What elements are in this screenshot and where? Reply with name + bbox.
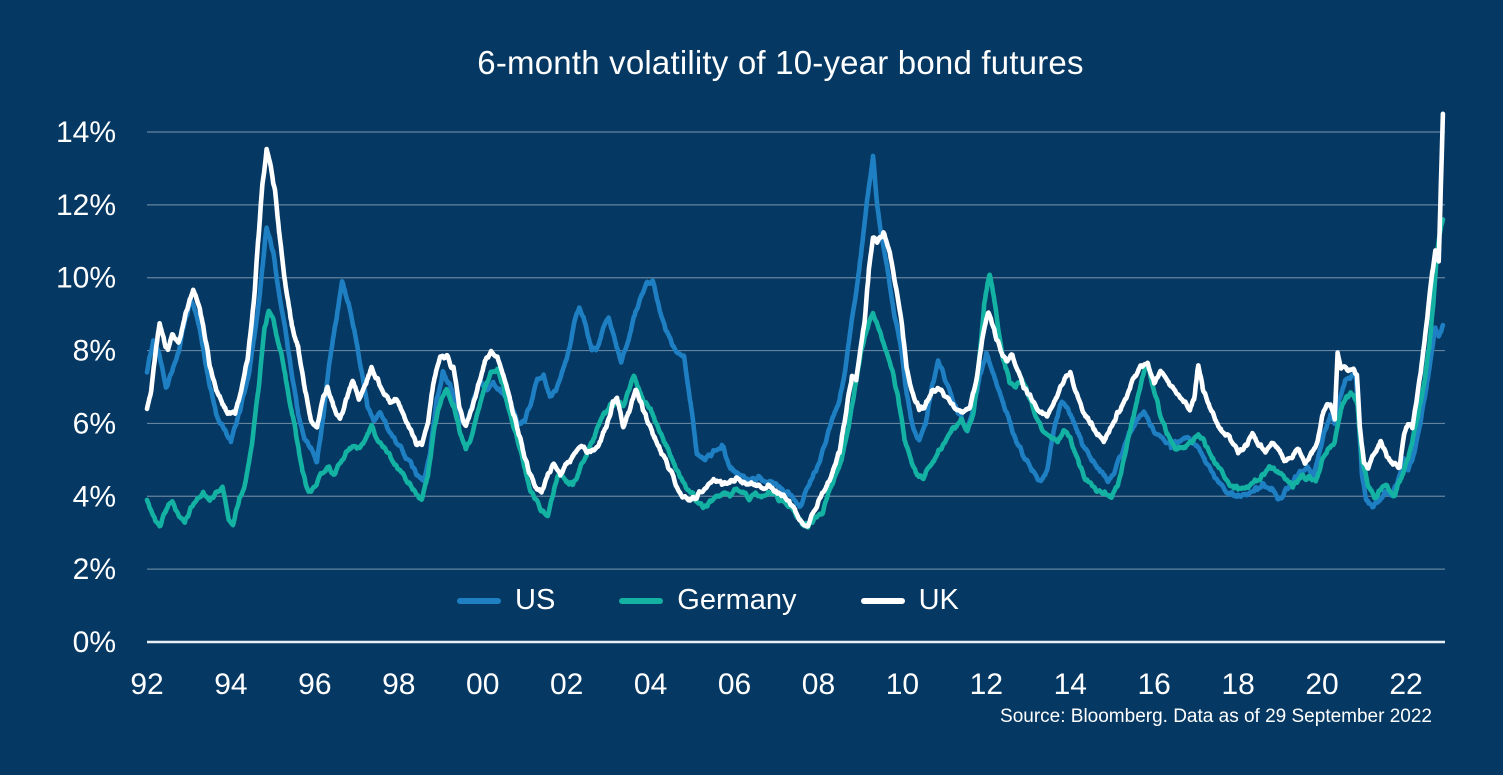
x-axis-tick-label: 14 bbox=[1054, 668, 1087, 701]
x-axis-tick-label: 20 bbox=[1305, 668, 1338, 701]
x-axis-tick-label: 08 bbox=[802, 668, 835, 701]
x-axis-tick-label: 16 bbox=[1138, 668, 1171, 701]
x-axis-tick-label: 92 bbox=[130, 668, 163, 701]
series-line-us bbox=[144, 153, 1446, 510]
legend-item-uk: UK bbox=[860, 584, 959, 617]
x-axis-tick-label: 18 bbox=[1221, 668, 1254, 701]
chart-legend: US Germany UK bbox=[457, 584, 959, 617]
legend-label-us: US bbox=[515, 584, 556, 616]
x-axis-tick-label: 06 bbox=[718, 668, 751, 701]
gridlines bbox=[147, 131, 1445, 644]
y-axis-tick-label: 10% bbox=[56, 262, 116, 295]
legend-item-germany: Germany bbox=[619, 584, 797, 617]
series-line-uk bbox=[144, 111, 1446, 529]
uk-line-swatch-icon bbox=[860, 597, 905, 604]
legend-item-us: US bbox=[457, 584, 555, 617]
x-axis-tick-label: 10 bbox=[886, 668, 919, 701]
x-axis-tick-label: 98 bbox=[382, 668, 415, 701]
chart-title: 6-month volatility of 10-year bond futur… bbox=[477, 44, 1084, 81]
y-axis-tick-label: 2% bbox=[73, 553, 116, 586]
y-axis-tick-label: 12% bbox=[56, 189, 116, 222]
us-line-swatch-icon bbox=[457, 597, 501, 604]
series-line-germany bbox=[144, 217, 1446, 530]
y-axis-tick-label: 4% bbox=[73, 480, 116, 513]
legend-label-uk: UK bbox=[918, 584, 959, 616]
y-axis-tick-label: 6% bbox=[73, 407, 116, 440]
x-axis-tick-label: 02 bbox=[550, 668, 583, 701]
x-axis-tick-label: 96 bbox=[298, 668, 331, 701]
source-note: Source: Bloomberg. Data as of 29 Septemb… bbox=[1000, 706, 1432, 727]
y-axis-tick-label: 0% bbox=[73, 626, 116, 659]
legend-label-germany: Germany bbox=[677, 584, 797, 616]
y-axis-tick-label: 8% bbox=[73, 335, 116, 368]
x-axis-tick-label: 00 bbox=[466, 668, 499, 701]
x-axis-tick-label: 04 bbox=[634, 668, 667, 701]
x-axis-tick-label: 12 bbox=[970, 668, 1003, 701]
germany-line-swatch-icon bbox=[619, 597, 664, 604]
x-axis-tick-label: 94 bbox=[214, 668, 247, 701]
x-axis-tick-label: 22 bbox=[1389, 668, 1422, 701]
y-axis-tick-label: 14% bbox=[56, 116, 116, 149]
